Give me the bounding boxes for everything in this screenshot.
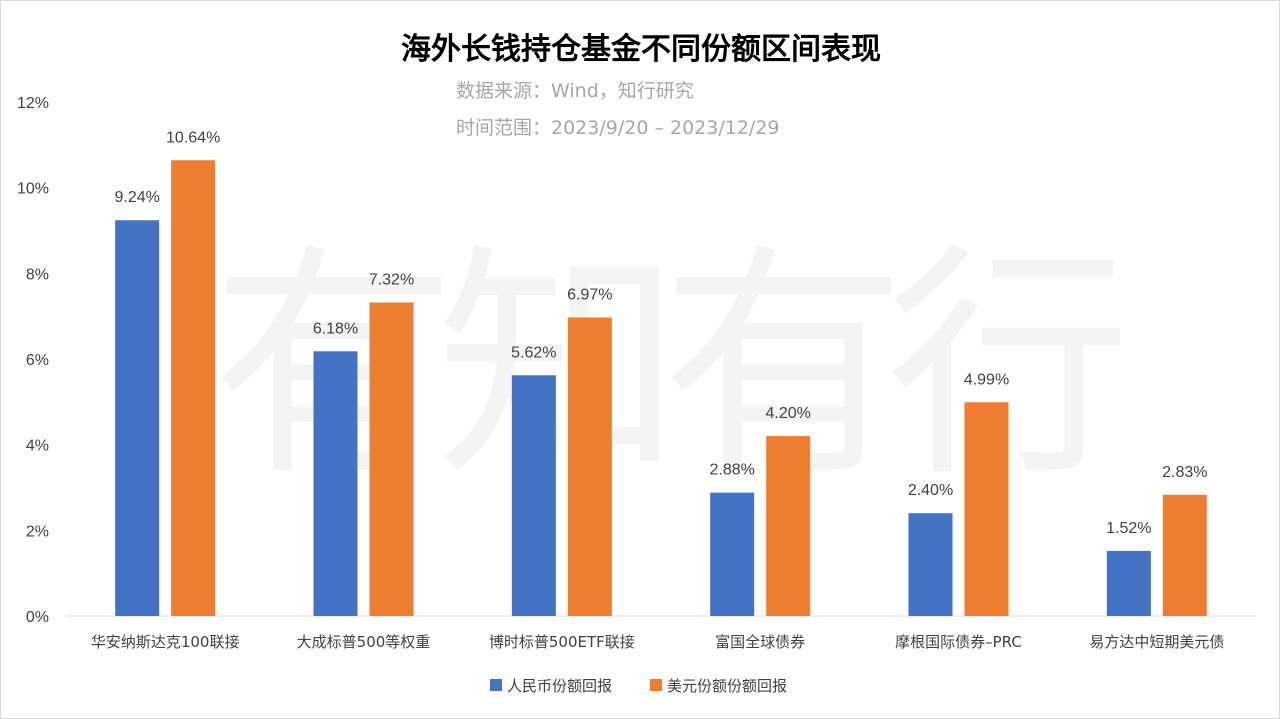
bar-rmb: [908, 513, 953, 616]
data-label: 4.99%: [964, 371, 1009, 388]
data-label: 9.24%: [114, 189, 159, 206]
data-label: 4.20%: [765, 405, 810, 422]
data-label: 5.62%: [511, 344, 556, 361]
y-tick-label: 12%: [17, 95, 49, 112]
data-label: 10.64%: [166, 129, 220, 146]
data-label: 2.83%: [1162, 464, 1207, 481]
x-axis: 华安纳斯达克100联接 大成标普500等权重 博时标普500ETF联接 富国全球债券 摩…: [91, 633, 1224, 651]
legend-item-rmb: 人民币份额回报: [490, 677, 612, 695]
bar-usd: [766, 436, 811, 616]
y-tick-label: 2%: [26, 523, 49, 540]
data-label: 2.88%: [709, 462, 754, 479]
legend-swatch-usd: [650, 679, 662, 691]
data-labels: 9.24% 10.64% 6.18% 7.32% 5.62% 6.97% 2.88% 4.20…: [114, 129, 1207, 537]
chart-title: 海外长钱持仓基金不同份额区间表现: [401, 32, 881, 67]
x-category-label: 大成标普500等权重: [297, 633, 431, 651]
chart-subtitle-source: 数据来源：Wind，知行研究: [456, 80, 694, 102]
bar-rmb: [313, 351, 358, 616]
x-category-label: 富国全球债券: [715, 633, 805, 651]
data-label: 6.18%: [313, 320, 358, 337]
chart-subtitle-range: 时间范围：2023/9/20 – 2023/12/29: [456, 117, 780, 139]
x-category-label: 摩根国际债券–PRC: [895, 633, 1022, 651]
y-tick-label: 10%: [17, 181, 49, 198]
x-category-label: 华安纳斯达克100联接: [91, 633, 240, 651]
bar-usd: [964, 402, 1009, 616]
y-axis: 0% 2% 4% 6% 8% 10% 12%: [17, 95, 49, 626]
legend: 人民币份额回报 美元份额份额回报: [490, 677, 787, 695]
y-tick-label: 0%: [26, 609, 49, 626]
data-label: 2.40%: [908, 482, 953, 499]
legend-label-usd: 美元份额份额回报: [667, 677, 787, 695]
bar-usd: [171, 160, 216, 616]
y-tick-label: 6%: [26, 352, 49, 369]
y-tick-label: 8%: [26, 266, 49, 283]
bar-rmb: [115, 220, 160, 616]
x-category-label: 易方达中短期美元债: [1089, 633, 1224, 651]
bars: [115, 160, 1207, 616]
bar-rmb: [710, 492, 755, 616]
bar-usd: [369, 302, 414, 616]
y-tick-label: 4%: [26, 438, 49, 455]
data-label: 7.32%: [369, 271, 414, 288]
bar-usd: [1162, 494, 1207, 616]
legend-label-rmb: 人民币份额回报: [507, 677, 612, 695]
data-label: 6.97%: [567, 286, 612, 303]
bar-rmb: [511, 375, 556, 616]
data-label: 1.52%: [1106, 520, 1151, 537]
bar-rmb: [1106, 550, 1151, 616]
legend-swatch-rmb: [490, 679, 502, 691]
x-category-label: 博时标普500ETF联接: [489, 633, 635, 651]
legend-item-usd: 美元份额份额回报: [650, 677, 787, 695]
bar-usd: [567, 317, 612, 616]
